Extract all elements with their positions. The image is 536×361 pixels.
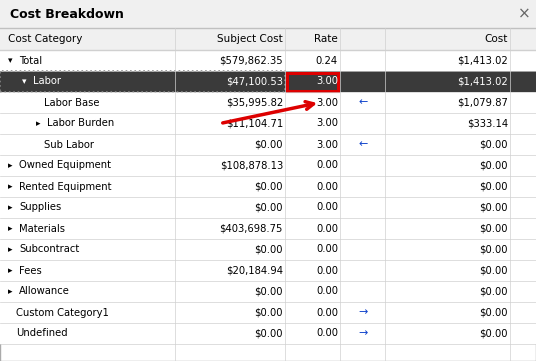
Text: →: →	[358, 308, 368, 318]
Text: $1,413.02: $1,413.02	[457, 77, 508, 87]
Text: $0.00: $0.00	[255, 329, 283, 339]
Text: $579,862.35: $579,862.35	[219, 56, 283, 65]
Text: ×: ×	[518, 6, 531, 22]
Text: $20,184.94: $20,184.94	[226, 265, 283, 275]
Text: Undefined: Undefined	[16, 329, 68, 339]
Text: 0.00: 0.00	[316, 203, 338, 213]
Text: Cost Category: Cost Category	[8, 34, 83, 44]
Text: Rate: Rate	[314, 34, 338, 44]
Text: Labor: Labor	[33, 77, 61, 87]
Text: Rented Equipment: Rented Equipment	[19, 182, 111, 191]
Bar	[0, 281, 536, 302]
Bar	[0, 28, 536, 50]
Text: 0.00: 0.00	[316, 308, 338, 318]
Text: Cost: Cost	[485, 34, 508, 44]
Text: ▸: ▸	[8, 224, 12, 233]
Text: ▸: ▸	[8, 287, 12, 296]
Text: $0.00: $0.00	[255, 139, 283, 149]
Text: 3.00: 3.00	[316, 77, 338, 87]
Text: $1,079.87: $1,079.87	[457, 97, 508, 108]
Text: $403,698.75: $403,698.75	[220, 223, 283, 234]
Text: $0.00: $0.00	[480, 139, 508, 149]
Text: Subcontract: Subcontract	[19, 244, 79, 255]
Text: 3.00: 3.00	[316, 97, 338, 108]
Text: Materials: Materials	[19, 223, 65, 234]
Text: 0.00: 0.00	[316, 329, 338, 339]
Text: $11,104.71: $11,104.71	[226, 118, 283, 129]
Text: 0.00: 0.00	[316, 182, 338, 191]
Text: 0.00: 0.00	[316, 244, 338, 255]
Text: 0.00: 0.00	[316, 287, 338, 296]
Text: $35,995.82: $35,995.82	[226, 97, 283, 108]
Text: Cost Breakdown: Cost Breakdown	[10, 8, 124, 21]
Bar	[0, 134, 536, 155]
Text: Custom Category1: Custom Category1	[16, 308, 109, 318]
Bar	[0, 197, 536, 218]
Text: $0.00: $0.00	[255, 203, 283, 213]
Bar	[0, 302, 536, 323]
Text: ▸: ▸	[8, 161, 12, 170]
Bar	[0, 260, 536, 281]
Text: ▸: ▸	[8, 245, 12, 254]
Bar	[0, 50, 536, 71]
Text: ▾: ▾	[8, 56, 12, 65]
Bar	[0, 239, 536, 260]
Bar	[0, 323, 536, 344]
Bar	[0, 176, 536, 197]
Text: →: →	[358, 329, 368, 339]
Text: ▾: ▾	[22, 77, 26, 86]
Text: ←: ←	[358, 97, 368, 108]
Text: Subject Cost: Subject Cost	[217, 34, 283, 44]
Text: $0.00: $0.00	[255, 308, 283, 318]
Bar	[0, 155, 536, 176]
Text: Total: Total	[19, 56, 42, 65]
Bar	[0, 218, 536, 239]
Text: 3.00: 3.00	[316, 118, 338, 129]
Text: $47,100.53: $47,100.53	[226, 77, 283, 87]
Text: $0.00: $0.00	[480, 287, 508, 296]
Bar	[0, 92, 536, 113]
Bar	[0, 71, 536, 92]
Text: $333.14: $333.14	[467, 118, 508, 129]
Text: $0.00: $0.00	[255, 244, 283, 255]
Text: Sub Labor: Sub Labor	[44, 139, 94, 149]
Text: ▸: ▸	[8, 266, 12, 275]
Text: $1,413.02: $1,413.02	[457, 56, 508, 65]
Text: Fees: Fees	[19, 265, 42, 275]
Text: 0.00: 0.00	[316, 223, 338, 234]
Text: $0.00: $0.00	[480, 182, 508, 191]
Text: Labor Base: Labor Base	[44, 97, 100, 108]
Text: $0.00: $0.00	[255, 287, 283, 296]
Text: 0.00: 0.00	[316, 161, 338, 170]
Text: $0.00: $0.00	[480, 223, 508, 234]
Text: $0.00: $0.00	[480, 329, 508, 339]
Text: $0.00: $0.00	[480, 244, 508, 255]
Text: ▸: ▸	[36, 119, 41, 128]
Text: $0.00: $0.00	[480, 308, 508, 318]
Text: ▸: ▸	[8, 182, 12, 191]
Text: $0.00: $0.00	[255, 182, 283, 191]
Text: $108,878.13: $108,878.13	[220, 161, 283, 170]
Text: Allowance: Allowance	[19, 287, 70, 296]
Text: 3.00: 3.00	[316, 139, 338, 149]
Text: Supplies: Supplies	[19, 203, 61, 213]
Bar	[0, 113, 536, 134]
Text: 0.00: 0.00	[316, 265, 338, 275]
Text: $0.00: $0.00	[480, 203, 508, 213]
Bar	[0, 0, 536, 28]
Text: Owned Equipment: Owned Equipment	[19, 161, 111, 170]
Text: $0.00: $0.00	[480, 161, 508, 170]
Text: ▸: ▸	[8, 203, 12, 212]
Bar	[287, 73, 338, 91]
Text: 0.24: 0.24	[316, 56, 338, 65]
Text: ←: ←	[358, 139, 368, 149]
Text: $0.00: $0.00	[480, 265, 508, 275]
Bar	[0, 71, 285, 92]
Text: Labor Burden: Labor Burden	[47, 118, 114, 129]
